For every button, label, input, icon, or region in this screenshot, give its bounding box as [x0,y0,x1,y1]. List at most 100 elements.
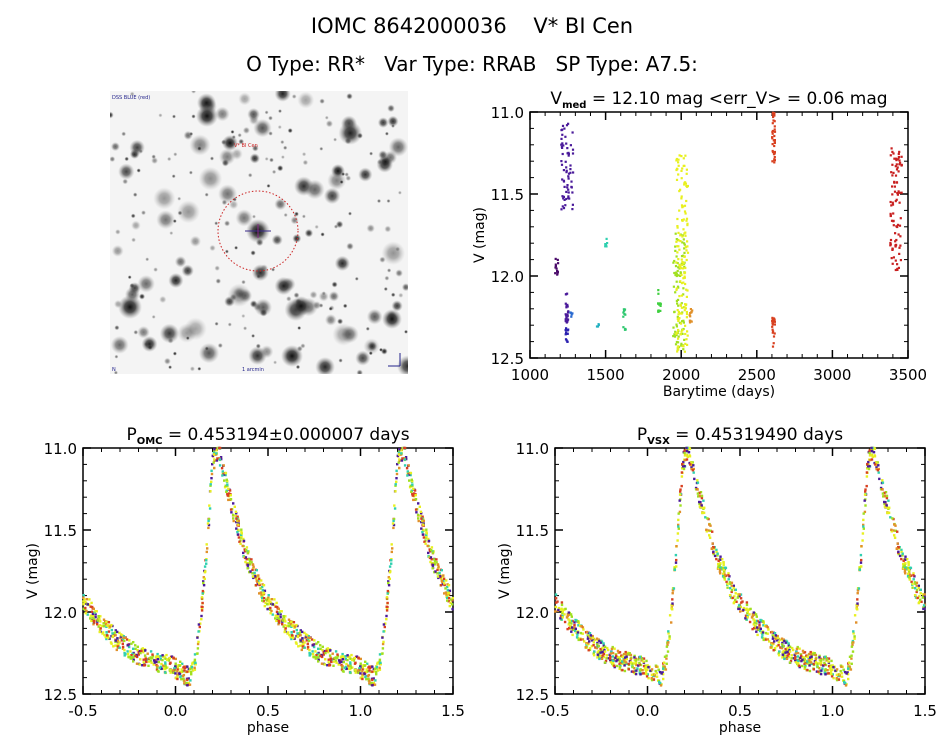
data-point [686,455,689,458]
data-point [319,654,322,658]
data-point [126,652,130,656]
data-point [567,191,570,194]
data-point [893,534,896,537]
data-point [197,623,201,626]
data-point [699,501,702,504]
star [337,318,344,325]
data-point [790,657,793,660]
data-point [447,600,450,603]
data-point [135,662,139,665]
data-point [270,598,274,601]
data-point [755,630,758,633]
sky-label-bottom-left: N [112,367,116,373]
data-point [251,572,254,575]
data-point [436,568,439,572]
data-point [881,492,885,495]
data-point [319,644,322,647]
x-tick-label: 0.5 [256,702,280,720]
data-point [237,519,240,523]
data-point [831,665,834,669]
data-point [907,568,910,572]
data-point [771,331,774,334]
data-point [678,499,681,502]
data-point [182,673,186,677]
data-point [595,643,599,646]
data-point [361,668,364,671]
data-point [798,664,801,667]
data-point [595,637,599,640]
data-point [799,653,803,656]
data-point [773,125,776,128]
data-point [696,488,699,491]
data-point [873,455,877,458]
data-point [681,467,684,470]
data-point [814,661,818,664]
data-point [359,672,362,675]
data-point [99,615,102,618]
data-point [684,182,687,185]
data-point [797,663,800,666]
star [325,120,334,128]
data-point [829,668,832,671]
data-point [867,460,870,464]
data-point [902,559,905,563]
data-point [674,245,677,248]
data-point [381,652,384,655]
data-point [764,638,767,641]
data-point [566,340,569,343]
star [114,325,120,331]
data-point [913,594,917,597]
data-point [252,576,255,580]
data-point [681,462,684,466]
data-point [587,631,590,634]
data-point [802,656,806,659]
data-point [444,587,447,590]
data-point [268,598,271,601]
data-point [892,212,895,215]
chart-title: POMC = 0.453194±0.000007 days [126,425,409,447]
star [346,93,353,100]
data-point [678,510,682,514]
data-point [683,183,686,186]
data-point [623,661,626,664]
data-point [852,632,855,635]
data-point [188,667,192,670]
data-point [728,594,732,597]
star [218,148,236,166]
data-point [564,293,567,296]
data-point [571,208,574,211]
data-point [688,447,692,450]
x-tick-label: 1000 [511,366,549,384]
data-point [773,120,776,123]
data-point [705,530,708,533]
data-point [732,586,735,590]
data-point [341,658,344,661]
data-point [396,463,399,466]
star [280,155,285,160]
data-point [667,632,670,635]
data-point [788,661,792,664]
data-point [896,267,899,270]
star [397,355,408,374]
data-point [114,644,117,647]
data-point [793,653,796,657]
data-point [784,647,787,651]
data-point [675,159,678,162]
data-point [639,673,642,676]
data-point [161,654,164,657]
star [238,92,252,106]
data-point [176,670,179,673]
data-point [83,598,86,601]
data-point [571,152,575,155]
data-point [815,670,819,673]
data-point [565,316,568,320]
data-point [445,593,448,597]
star [243,326,248,331]
data-point [623,652,626,656]
data-point [89,605,92,608]
star [141,210,146,216]
data-point [344,665,348,669]
data-point [683,458,687,462]
data-point [623,669,627,673]
data-point [800,654,803,657]
